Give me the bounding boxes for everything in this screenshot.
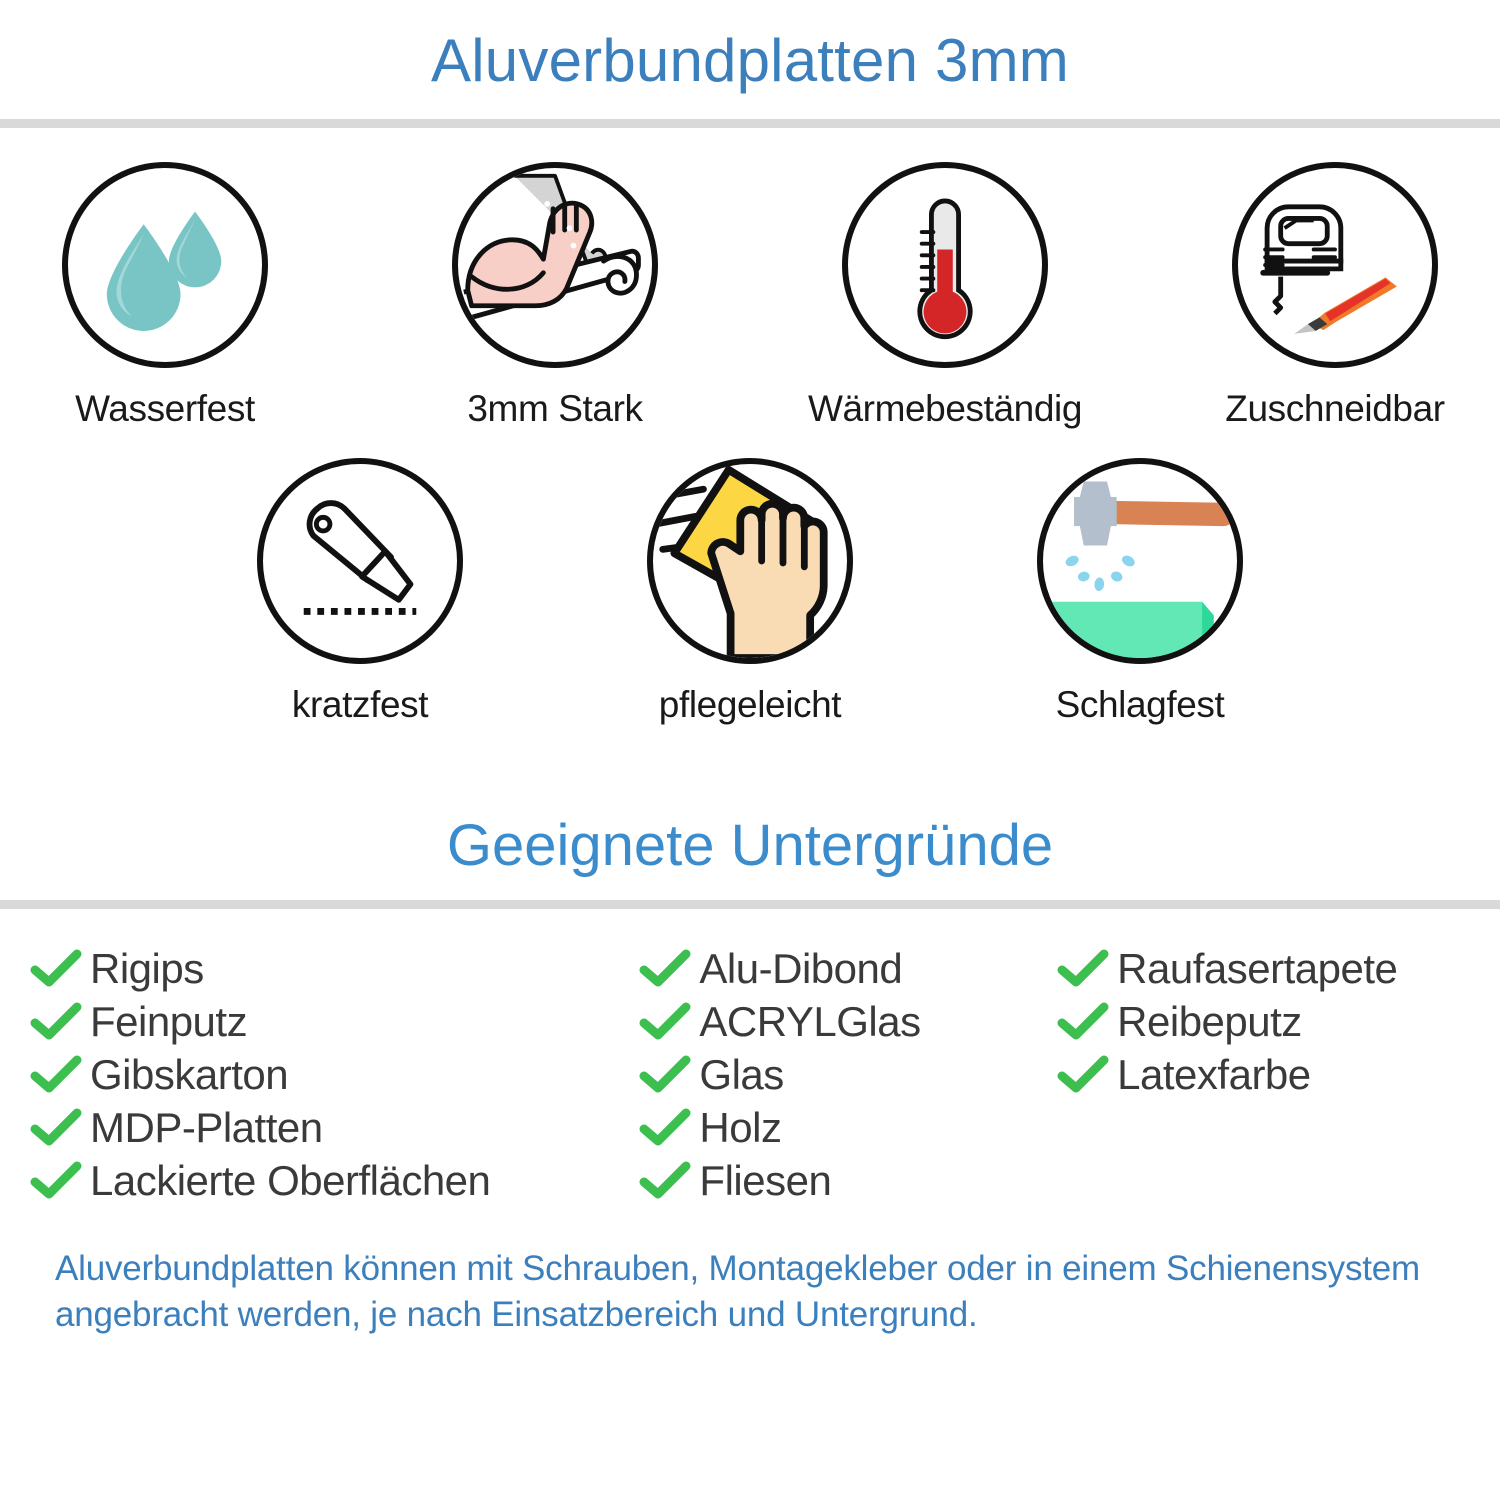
list-item: Rigips [30,943,639,996]
feature-label: Wärmebeständig [807,388,1083,429]
check-icon [30,1002,82,1042]
list-item-label: Rigips [90,945,204,993]
list-item: Alu-Dibond [639,943,1057,996]
jigsaw-cutter-icon [1260,204,1397,334]
page-title: Aluverbundplatten 3mm [431,27,1069,94]
feature-label: 3mm Stark [467,388,643,429]
list-item-label: Raufasertapete [1117,945,1398,993]
check-icon [30,1108,82,1148]
feature-circle [1037,458,1243,664]
feature-schlagfest: Schlagfest [1025,458,1255,726]
list-item: MDP-Platten [30,1102,639,1155]
checklist-column-3: Raufasertapete Reibeputz Latexfarbe [1057,943,1470,1208]
feature-circle [257,458,463,664]
hammer-impact-icon [1043,481,1236,658]
feature-zuschneidbar: Zuschneidbar [1220,162,1450,430]
check-icon [30,949,82,989]
feature-circle [62,162,268,368]
list-item-label: Glas [699,1051,784,1099]
list-item: Gibskarton [30,1049,639,1102]
list-item-label: Gibskarton [90,1051,289,1099]
list-item-label: Feinputz [90,998,248,1046]
list-item-label: ACRYLGlas [699,998,921,1046]
list-item-label: Alu-Dibond [699,945,903,993]
water-drops-icon [106,211,222,331]
feature-circle [452,162,658,368]
feature-3mm-stark: 3mm Stark [440,162,670,430]
section-title: Geeignete Untergründe [446,813,1054,878]
flexing-arm-panel-icon [463,173,641,320]
list-item-label: Lackierte Oberflächen [90,1157,491,1205]
check-icon [639,1161,691,1201]
feature-label: Wasserfest [75,388,255,429]
list-item: Feinputz [30,996,639,1049]
list-item: Glas [639,1049,1057,1102]
list-item: ACRYLGlas [639,996,1057,1049]
list-item-label: Latexfarbe [1117,1051,1311,1099]
list-item: Latexfarbe [1057,1049,1470,1102]
feature-label: kratzfest [291,684,429,725]
list-item-label: MDP-Platten [90,1104,323,1152]
cutter-knife-dashed-line-icon [303,500,417,615]
feature-wasserfest: Wasserfest [50,162,280,430]
features-section: Wasserfest [0,128,1500,726]
title-band: Aluverbundplatten 3mm [0,0,1500,94]
divider-middle [0,899,1500,909]
check-icon [30,1161,82,1201]
check-icon [1057,949,1109,989]
substrates-checklist: Rigips Feinputz Gibskarton MDP-Platten L… [0,909,1500,1208]
feature-waermebestaendig: Wärmebeständig [808,162,1082,430]
checklist-column-1: Rigips Feinputz Gibskarton MDP-Platten L… [30,943,639,1208]
list-item-label: Holz [699,1104,782,1152]
check-icon [639,1108,691,1148]
check-icon [639,1002,691,1042]
check-icon [639,1055,691,1095]
check-icon [1057,1055,1109,1095]
check-icon [1057,1002,1109,1042]
footer-note: Aluverbundplatten können mit Schrauben, … [55,1248,1420,1334]
thermometer-icon [917,198,973,340]
list-item: Holz [639,1102,1057,1155]
list-item-label: Reibeputz [1117,998,1302,1046]
substrates-title-band: Geeignete Untergründe [0,814,1500,878]
list-item: Fliesen [639,1155,1057,1208]
features-row-2: kratzfest [0,458,1500,726]
feature-label: pflegeleicht [658,684,842,725]
list-item-label: Fliesen [699,1157,832,1205]
check-icon [639,949,691,989]
feature-circle [842,162,1048,368]
divider-top [0,119,1500,128]
list-item: Reibeputz [1057,996,1470,1049]
check-icon [30,1055,82,1095]
features-row-1: Wasserfest [0,162,1500,430]
feature-circle [1232,162,1438,368]
feature-circle [647,458,853,664]
feature-kratzfest: kratzfest [245,458,475,726]
feature-label: Schlagfest [1055,684,1225,725]
checklist-column-2: Alu-Dibond ACRYLGlas Glas Holz Fliesen [639,943,1057,1208]
feature-pflegeleicht: pflegeleicht [635,458,865,726]
list-item: Raufasertapete [1057,943,1470,996]
feature-label: Zuschneidbar [1225,388,1445,429]
list-item: Lackierte Oberflächen [30,1155,639,1208]
hand-cleaning-cloth-icon [653,465,828,658]
